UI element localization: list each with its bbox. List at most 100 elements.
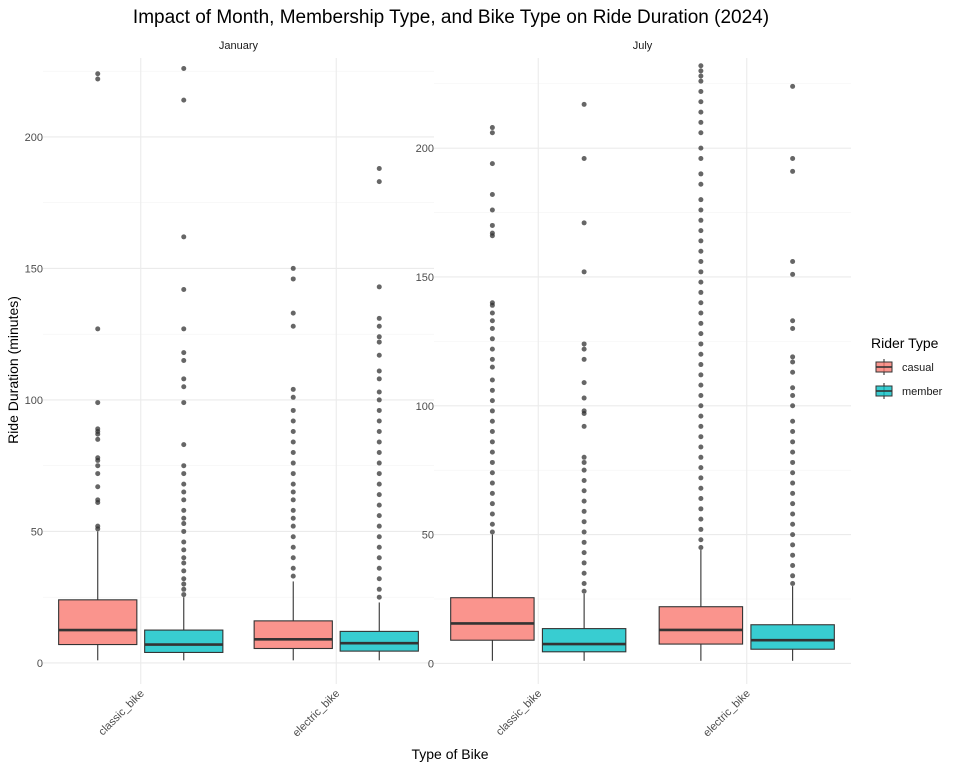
outlier-point: [489, 408, 495, 414]
outlier-point: [290, 497, 296, 503]
box-january-electric_bike-casual: [253, 265, 333, 661]
box-body: [58, 599, 138, 646]
outlier-point: [181, 507, 187, 513]
outlier-point: [290, 460, 296, 466]
outlier-point: [489, 490, 495, 496]
outlier-point: [489, 346, 495, 352]
outlier-point: [790, 449, 796, 455]
outlier-point: [581, 341, 587, 347]
box-body: [658, 606, 744, 645]
box-january-classic_bike-member: [144, 66, 224, 661]
outlier-point: [290, 544, 296, 550]
outlier-point: [376, 397, 382, 403]
outlier-point: [790, 83, 796, 89]
box-january-classic_bike-casual: [58, 71, 138, 661]
outlier-point: [698, 362, 704, 368]
outlier-point: [581, 454, 587, 460]
outlier-point: [581, 488, 587, 494]
outlier-point: [376, 534, 382, 540]
outlier-point: [290, 481, 296, 487]
y-tick-label: 0: [37, 658, 43, 670]
box-body: [450, 597, 535, 641]
outlier-point: [181, 497, 187, 503]
outlier-point: [698, 88, 704, 94]
outlier-point: [790, 403, 796, 409]
outlier-point: [698, 382, 704, 388]
outlier-point: [790, 259, 796, 265]
outlier-point: [290, 310, 296, 316]
outlier-point: [698, 516, 704, 522]
outlier-point: [489, 161, 495, 167]
outlier-point: [698, 544, 704, 550]
outlier-point: [581, 550, 587, 556]
outlier-point: [698, 99, 704, 105]
outlier-point: [581, 477, 587, 483]
outlier-point: [698, 197, 704, 203]
outlier-point: [581, 155, 587, 161]
outlier-point: [698, 506, 704, 512]
outlier-point: [790, 542, 796, 548]
outlier-point: [181, 576, 187, 582]
outlier-point: [581, 539, 587, 545]
outlier-point: [489, 529, 495, 535]
outlier-point: [698, 310, 704, 316]
outlier-point: [290, 534, 296, 540]
x-tick-label-electric_bike: electric_bike: [291, 688, 343, 740]
outlier-point: [581, 220, 587, 226]
outlier-point: [376, 368, 382, 374]
outlier-point: [790, 318, 796, 324]
outlier-point: [698, 341, 704, 347]
outlier-point: [790, 552, 796, 558]
outlier-point: [290, 276, 296, 282]
y-tick-label: 100: [25, 395, 43, 407]
outlier-point: [489, 449, 495, 455]
outlier-point: [581, 459, 587, 465]
outlier-point: [290, 439, 296, 445]
outlier-point: [698, 181, 704, 187]
outlier-point: [376, 407, 382, 413]
outlier-point: [290, 418, 296, 424]
outlier-point: [181, 400, 187, 406]
outlier-point: [581, 588, 587, 594]
outlier-point: [181, 521, 187, 527]
outlier-point: [790, 354, 796, 360]
outlier-point: [790, 581, 796, 587]
outlier-point: [489, 192, 495, 198]
outlier-point: [698, 331, 704, 337]
outlier-point: [181, 471, 187, 477]
x-axis-title: Type of Bike: [411, 746, 488, 762]
outlier-point: [376, 544, 382, 550]
outlier-point: [376, 492, 382, 498]
outlier-point: [181, 384, 187, 390]
outlier-point: [181, 555, 187, 561]
outlier-point: [698, 238, 704, 244]
outlier-point: [290, 489, 296, 495]
outlier-point: [290, 323, 296, 329]
outlier-point: [581, 423, 587, 429]
outlier-point: [376, 481, 382, 487]
outlier-point: [181, 560, 187, 566]
y-tick-label: 200: [416, 143, 434, 155]
outlier-point: [376, 513, 382, 519]
outlier-point: [698, 372, 704, 378]
outlier-point: [489, 356, 495, 362]
outlier-point: [698, 73, 704, 79]
outlier-point: [698, 289, 704, 295]
outlier-point: [698, 526, 704, 532]
y-tick-label: 150: [416, 272, 434, 284]
outlier-point: [181, 66, 187, 72]
outlier-point: [95, 463, 101, 469]
outlier-point: [489, 310, 495, 316]
box-july-electric_bike-casual: [658, 63, 744, 661]
outlier-point: [181, 234, 187, 240]
outlier-point: [181, 586, 187, 592]
facet-label-july: July: [633, 40, 653, 52]
outlier-point: [489, 300, 495, 306]
outlier-point: [376, 460, 382, 466]
outlier-point: [698, 78, 704, 84]
outlier-point: [581, 581, 587, 587]
outlier-point: [790, 168, 796, 174]
outlier-point: [489, 398, 495, 404]
legend-key-casual: [875, 359, 893, 375]
